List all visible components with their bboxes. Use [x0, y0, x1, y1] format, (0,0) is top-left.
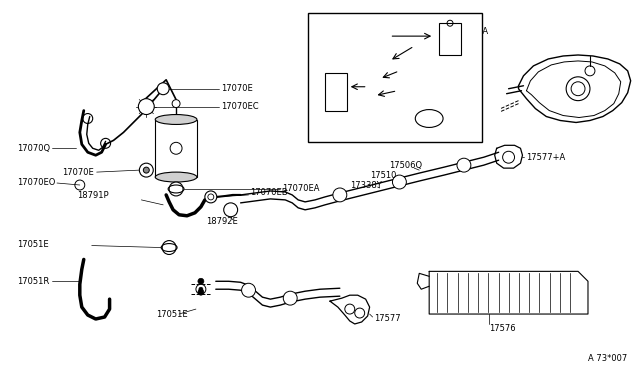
Bar: [325, 73, 347, 110]
Circle shape: [241, 283, 255, 297]
Circle shape: [205, 191, 217, 203]
Circle shape: [199, 287, 203, 291]
Circle shape: [143, 167, 149, 173]
Circle shape: [457, 158, 471, 172]
Circle shape: [355, 308, 365, 318]
Text: 17070EB: 17070EB: [250, 189, 288, 198]
Text: 17506Q: 17506Q: [390, 161, 422, 170]
Circle shape: [502, 151, 515, 163]
Circle shape: [284, 291, 297, 305]
Text: 17070Q: 17070Q: [17, 144, 51, 153]
Circle shape: [198, 278, 204, 284]
Circle shape: [140, 163, 153, 177]
Circle shape: [224, 203, 237, 217]
Text: 17051E: 17051E: [156, 310, 188, 318]
Text: 17577+A: 17577+A: [527, 153, 566, 162]
Circle shape: [333, 188, 347, 202]
Ellipse shape: [156, 115, 197, 125]
Circle shape: [169, 182, 183, 196]
Circle shape: [162, 241, 176, 254]
Text: 17510: 17510: [370, 171, 396, 180]
Text: 46271BA: 46271BA: [451, 27, 489, 36]
Text: 17576: 17576: [489, 324, 515, 333]
Text: 17577: 17577: [374, 314, 401, 324]
Text: 17070EO: 17070EO: [17, 177, 56, 186]
Circle shape: [198, 289, 204, 295]
Bar: [439, 23, 461, 55]
Circle shape: [392, 175, 406, 189]
Text: 17070EA: 17070EA: [282, 185, 320, 193]
Circle shape: [208, 194, 214, 200]
Text: 17051R: 17051R: [17, 277, 49, 286]
Circle shape: [138, 99, 154, 115]
Bar: [156, 119, 197, 177]
Text: 17070E: 17070E: [221, 84, 253, 93]
Text: A 73*007: A 73*007: [588, 354, 627, 363]
Circle shape: [345, 304, 355, 314]
Text: 46271B: 46271B: [315, 101, 348, 110]
Text: 17070E: 17070E: [62, 168, 93, 177]
Text: 18792E: 18792E: [206, 217, 237, 226]
Text: 17070EC: 17070EC: [221, 102, 259, 111]
Text: 18791P: 18791P: [77, 192, 108, 201]
Circle shape: [157, 83, 169, 95]
Circle shape: [196, 284, 206, 294]
Bar: [308, 13, 482, 142]
Text: 17338Y: 17338Y: [350, 180, 381, 189]
Ellipse shape: [156, 172, 197, 182]
Circle shape: [172, 100, 180, 108]
Text: 17051E: 17051E: [17, 240, 49, 249]
